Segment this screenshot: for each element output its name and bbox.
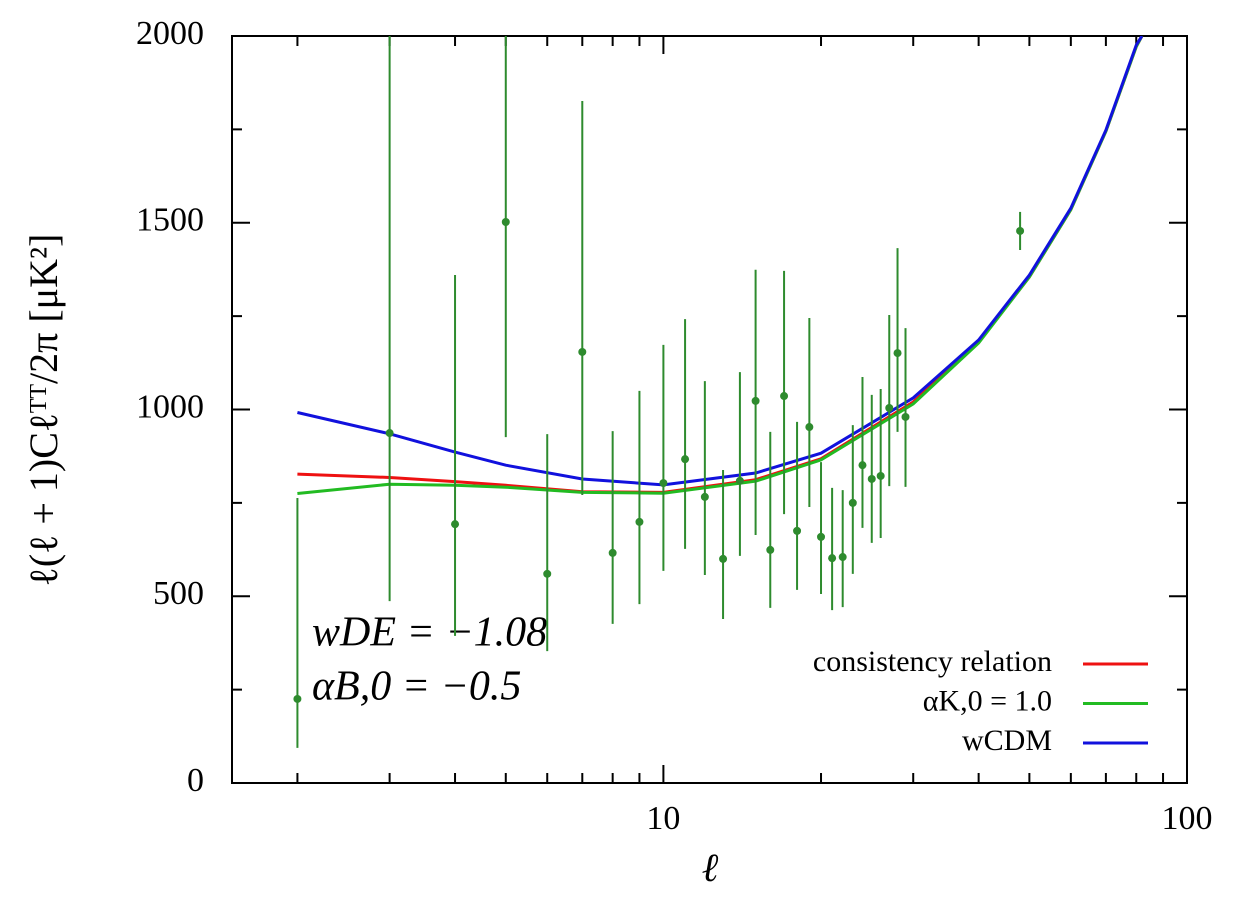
annotation: αB,0 = −0.5 [312,664,521,710]
data-point [780,392,789,401]
data-point [867,474,876,483]
y-tick-label: 2000 [136,15,204,52]
data-point [608,548,617,557]
data-point [451,520,460,529]
series-line [297,36,1144,487]
series-line [297,36,1144,495]
data-point [385,429,394,438]
data-point [543,569,552,578]
y-tick-label: 0 [187,762,204,799]
data-point [805,423,814,432]
series-line [297,36,1144,494]
data-point [766,545,775,554]
data-point [817,532,826,541]
data-point [876,471,885,480]
data-point [901,412,910,421]
data-point [635,517,644,526]
legend-label: wCDM [962,724,1052,757]
data-point [838,553,847,562]
y-tick-label: 1500 [136,202,204,239]
y-axis-label: ℓ(ℓ + 1)Cℓᵀᵀ/2π [μK²] [21,234,66,587]
data-point [828,554,837,563]
data-point [719,554,728,563]
legend-label: αK,0 = 1.0 [923,684,1052,717]
data-point [293,694,302,703]
x-tick-label: 10 [646,800,680,837]
data-point [893,349,902,358]
data-point [793,526,802,535]
data-point [885,404,894,413]
data-point [578,347,587,356]
data-point [1016,226,1025,235]
data-point [681,455,690,464]
legend-label: consistency relation [813,645,1052,678]
data-point [501,218,510,227]
plot-area [293,36,1144,748]
y-tick-label: 1000 [136,388,204,425]
data-point [735,476,744,485]
annotation: wDE = −1.08 [312,610,547,656]
data-point [751,396,760,405]
x-axis-label: ℓ [702,845,719,890]
y-tick-label: 500 [153,575,204,612]
data-point [848,498,857,507]
data-point [659,479,668,488]
data-point [700,492,709,501]
data-point [858,461,867,470]
x-tick-label: 100 [1162,800,1213,837]
